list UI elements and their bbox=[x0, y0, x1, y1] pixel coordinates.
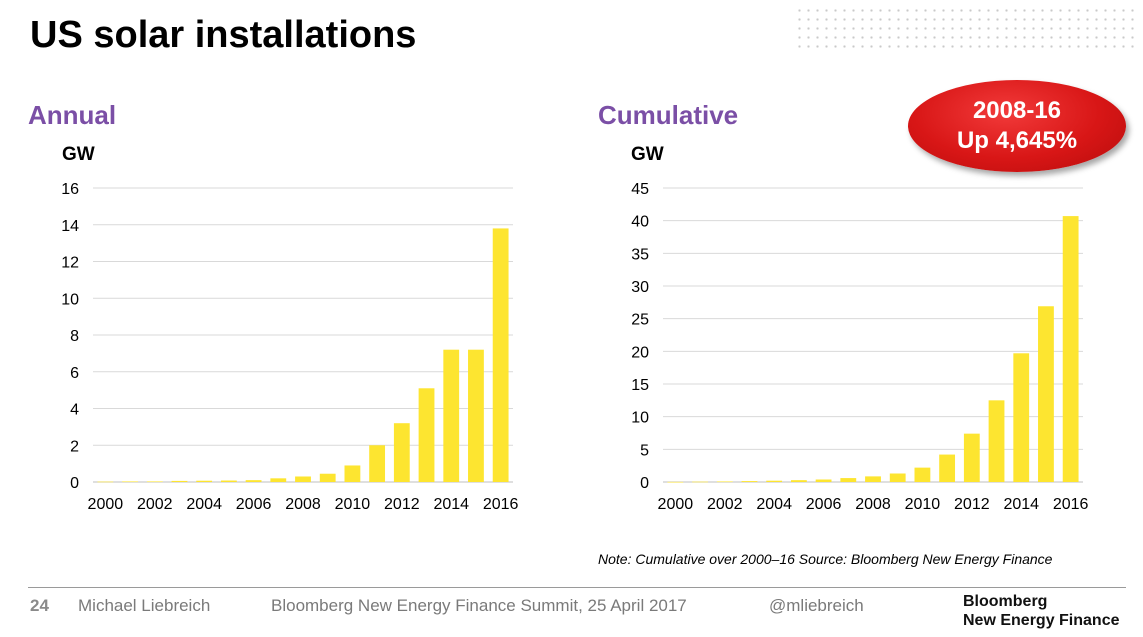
y-tick-label: 40 bbox=[631, 214, 649, 231]
footer-author: Michael Liebreich bbox=[78, 596, 211, 615]
y-tick-label: 16 bbox=[61, 181, 79, 198]
bar-2008 bbox=[295, 476, 311, 482]
y-tick-label: 0 bbox=[640, 475, 649, 492]
footer-handle: @mliebreich bbox=[769, 596, 864, 615]
bar-2001 bbox=[122, 481, 138, 483]
bar-2016 bbox=[492, 228, 509, 482]
bar-2015 bbox=[1038, 306, 1054, 482]
x-tick-label: 2000 bbox=[88, 496, 124, 513]
bar-2014 bbox=[443, 349, 460, 482]
y-tick-label: 12 bbox=[61, 255, 79, 272]
y-tick-label: 45 bbox=[631, 181, 649, 198]
brand-line-1: Bloomberg bbox=[963, 593, 1048, 610]
bar-2013 bbox=[988, 400, 1005, 482]
bar-2000 bbox=[97, 481, 114, 483]
bar-2005 bbox=[790, 480, 807, 482]
decorative-dot-grid bbox=[795, 6, 1135, 50]
x-tick-label: 2012 bbox=[384, 496, 420, 513]
bar-2012 bbox=[393, 423, 410, 482]
bar-2007 bbox=[270, 478, 287, 482]
x-tick-label: 2002 bbox=[707, 496, 743, 513]
bar-2009 bbox=[889, 473, 906, 482]
x-tick-label: 2014 bbox=[1003, 496, 1039, 513]
y-tick-label: 0 bbox=[70, 475, 79, 492]
y-tick-label: 30 bbox=[631, 279, 649, 296]
annual-unit-label: GW bbox=[62, 144, 95, 165]
bar-2016 bbox=[1062, 216, 1079, 483]
bar-2014 bbox=[1013, 353, 1030, 482]
x-tick-label: 2010 bbox=[905, 496, 941, 513]
x-tick-label: 2004 bbox=[756, 496, 792, 513]
bar-2003 bbox=[171, 480, 188, 482]
bar-2003 bbox=[741, 481, 758, 482]
x-tick-label: 2014 bbox=[433, 496, 469, 513]
bar-2004 bbox=[196, 480, 213, 482]
x-tick-label: 2008 bbox=[855, 496, 891, 513]
bar-2012 bbox=[963, 433, 980, 482]
y-tick-label: 5 bbox=[640, 442, 649, 459]
bar-2010 bbox=[914, 467, 931, 482]
footer-divider bbox=[28, 587, 1126, 588]
bar-2001 bbox=[692, 481, 708, 483]
footer-event: Bloomberg New Energy Finance Summit, 25 … bbox=[271, 596, 687, 615]
y-tick-label: 15 bbox=[631, 377, 649, 394]
x-tick-label: 2004 bbox=[186, 496, 222, 513]
x-tick-label: 2008 bbox=[285, 496, 321, 513]
bar-2004 bbox=[766, 480, 783, 482]
badge-growth: Up 4,645% bbox=[956, 127, 1078, 154]
bar-2007 bbox=[840, 478, 857, 482]
badge-period: 2008-16 bbox=[972, 97, 1062, 124]
bar-2000 bbox=[667, 481, 684, 483]
slide-number: 24 bbox=[30, 596, 49, 615]
y-tick-label: 14 bbox=[61, 218, 79, 235]
source-note: Note: Cumulative over 2000–16 Source: Bl… bbox=[598, 551, 1053, 567]
growth-badge: 2008-16 Up 4,645% bbox=[908, 80, 1126, 172]
page-title: US solar installations bbox=[30, 14, 417, 56]
bar-2002 bbox=[146, 481, 163, 483]
y-tick-label: 10 bbox=[631, 410, 649, 427]
y-tick-label: 25 bbox=[631, 312, 649, 329]
bar-2011 bbox=[369, 445, 386, 482]
x-tick-label: 2000 bbox=[658, 496, 694, 513]
cumulative-chart-title: Cumulative bbox=[598, 100, 739, 130]
bar-2005 bbox=[220, 480, 237, 482]
bar-2015 bbox=[468, 349, 484, 482]
brand-line-2: New Energy Finance bbox=[963, 612, 1120, 629]
cumulative-unit-label: GW bbox=[631, 144, 664, 165]
y-tick-label: 35 bbox=[631, 246, 649, 263]
bar-2011 bbox=[939, 454, 956, 482]
bar-2009 bbox=[319, 473, 336, 482]
x-tick-label: 2016 bbox=[1053, 496, 1089, 513]
bar-2013 bbox=[418, 388, 435, 482]
x-tick-label: 2006 bbox=[806, 496, 842, 513]
y-tick-label: 2 bbox=[70, 438, 79, 455]
y-tick-label: 10 bbox=[61, 291, 79, 308]
bar-2010 bbox=[344, 465, 361, 482]
x-tick-label: 2012 bbox=[954, 496, 990, 513]
bar-2002 bbox=[716, 481, 733, 483]
x-tick-label: 2002 bbox=[137, 496, 173, 513]
x-tick-label: 2016 bbox=[483, 496, 519, 513]
y-tick-label: 20 bbox=[631, 344, 649, 361]
brand-logo: Bloomberg New Energy Finance bbox=[963, 592, 1120, 630]
y-tick-label: 8 bbox=[70, 328, 79, 345]
bar-2008 bbox=[865, 476, 881, 482]
bar-2006 bbox=[245, 480, 262, 482]
annual-chart-title: Annual bbox=[28, 100, 117, 130]
y-tick-label: 4 bbox=[70, 402, 79, 419]
bar-2006 bbox=[815, 479, 832, 482]
x-tick-label: 2006 bbox=[236, 496, 272, 513]
y-tick-label: 6 bbox=[70, 365, 79, 382]
x-tick-label: 2010 bbox=[335, 496, 371, 513]
